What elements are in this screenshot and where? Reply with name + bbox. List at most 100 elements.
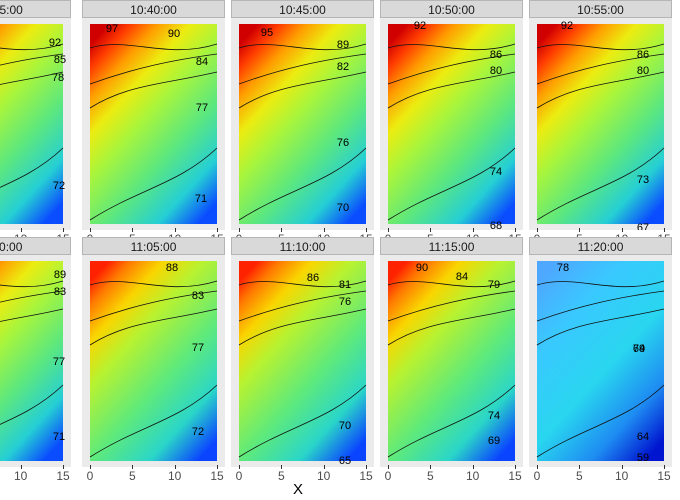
contour-line [0, 147, 64, 188]
contour-label: 95 [261, 27, 273, 39]
contour-line [387, 71, 516, 109]
x-tick-mark [579, 228, 581, 232]
contour-line [238, 290, 367, 322]
contour-label: 92 [561, 20, 573, 32]
x-tick-label: 0 [86, 469, 94, 483]
heatmap-plot-area: 92 86 80 74 68 [380, 18, 523, 230]
x-tick-label: 0 [384, 469, 392, 483]
x-tick-mark [20, 228, 22, 232]
heatmap-plot-area: 86 81 76 70 65 [231, 255, 374, 467]
contour-label: 86 [490, 49, 502, 61]
facet-strip-label: 11:15:00 [428, 240, 475, 254]
contour-label: 90 [168, 28, 180, 40]
facet-strip-label: 11:05:00 [130, 240, 177, 254]
contour-label: 65 [339, 455, 351, 467]
x-tick-mark [621, 228, 623, 232]
contour-label: 83 [54, 286, 66, 298]
contour-line [238, 280, 367, 288]
x-tick-label: 15 [359, 469, 373, 483]
x-tick-mark [323, 465, 325, 469]
contour-line [238, 147, 367, 221]
contour-line [0, 71, 64, 85]
facet-strip: 11:05:00 [82, 237, 225, 255]
contour-label: 80 [637, 65, 649, 77]
heatmap-fill [388, 261, 515, 461]
contour-line [89, 308, 218, 346]
x-tick-mark [664, 465, 665, 469]
facet-panel: 11:10:00 86 81 76 70 65 0 5 10 15 [231, 237, 374, 483]
contour-label: 70 [337, 202, 349, 214]
contour-label: 85 [54, 54, 66, 66]
contour-line [89, 290, 218, 322]
contour-line [89, 384, 218, 458]
x-tick-mark [281, 228, 283, 232]
x-tick-mark [430, 228, 432, 232]
contour-label: 89 [337, 39, 349, 51]
contour-line [387, 43, 516, 51]
contour-line [0, 43, 64, 51]
x-tick-mark [90, 465, 91, 469]
heatmap-svg: 86 81 76 70 65 [238, 261, 367, 467]
heatmap-svg: 92 85 78 72 [0, 24, 66, 224]
contour-line [238, 43, 367, 51]
contour-label: 74 [488, 410, 500, 422]
x-tick-mark [515, 465, 516, 469]
contour-line [536, 384, 665, 458]
facet-strip: 11:15:00 [380, 237, 523, 255]
heatmap-plot-area: 92 85 78 72 [0, 18, 71, 230]
x-tick-mark [388, 228, 389, 232]
x-tick-mark [20, 465, 22, 469]
facet-panel: 10:40:009790847771051015 [82, 0, 225, 246]
facet-strip-label: 10:40:00 [130, 3, 177, 17]
x-tick-mark [366, 465, 367, 469]
x-tick-mark [537, 465, 538, 469]
x-tick-label: 10 [465, 469, 480, 483]
x-tick-mark [366, 228, 367, 232]
facet-panel: 11:00:00489837771051015 [0, 237, 71, 483]
facet-strip-label: 11:00:00 [0, 240, 23, 254]
x-tick-mark [174, 465, 176, 469]
heatmap-plot-area: 90 84 79 74 69 [380, 255, 523, 467]
x-tick-label: 10 [13, 469, 28, 483]
contour-label: 78 [557, 262, 569, 274]
x-tick-mark [323, 228, 325, 232]
facet-panel: 10:35:0092857872051015 [0, 0, 71, 246]
facet-strip: 11:00:00 [0, 237, 71, 255]
contour-line [536, 280, 665, 288]
x-tick-mark [217, 228, 218, 232]
x-tick-mark [579, 465, 581, 469]
x-tick-mark [430, 465, 432, 469]
contour-label: 74 [490, 166, 502, 178]
heatmap-plot-area: 92 86 80 73 67 [529, 18, 672, 230]
contour-label: 84 [196, 56, 208, 68]
heatmap-svg: 489837771 [0, 261, 66, 461]
x-tick-mark [63, 228, 64, 232]
contour-label: 78 [52, 72, 64, 84]
contour-line [0, 280, 64, 288]
contour-line [89, 147, 218, 221]
contour-line [238, 384, 367, 458]
heatmap-svg: 92 86 80 73 67 [536, 20, 665, 230]
contour-label: 72 [53, 180, 65, 192]
contour-label: 84 [456, 271, 468, 283]
facet-panel: 11:15:00 90 84 79 74 69 0 5 10 15 [380, 237, 523, 483]
x-tick-label: 15 [56, 469, 70, 483]
contour-label: 80 [490, 65, 502, 77]
contour-label: 88 [166, 262, 178, 274]
contour-label: 77 [53, 356, 65, 368]
heatmap-plot-area: 97 90 84 77 71 [82, 18, 225, 230]
contour-label: 90 [416, 262, 428, 274]
contour-label: 71 [195, 193, 207, 205]
contour-line [536, 308, 665, 346]
contour-line [238, 53, 367, 85]
heatmap-svg: 90 84 79 74 69 [387, 261, 516, 461]
contour-label: 67 [637, 222, 649, 230]
contour-label: 77 [192, 342, 204, 354]
x-tick-mark [217, 465, 218, 469]
x-tick-mark [388, 465, 389, 469]
contour-line [387, 53, 516, 85]
x-tick-mark [664, 228, 665, 232]
contour-line [387, 384, 516, 458]
x-tick-mark [239, 228, 240, 232]
